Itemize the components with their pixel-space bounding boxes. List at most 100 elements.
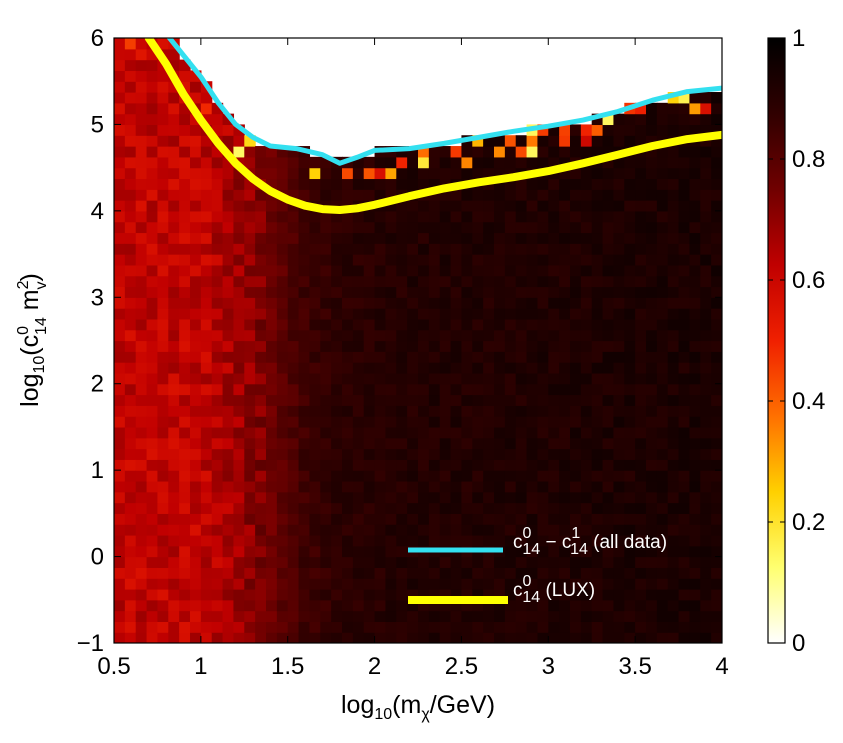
heatmap-cell [515,599,528,612]
heatmap-cell [276,200,289,212]
heatmap-cell [624,545,636,558]
heatmap-cell [624,578,636,590]
heatmap-cell [309,210,321,223]
heatmap-cell [656,599,669,612]
heatmap-cell [276,167,289,180]
heatmap-cell [526,254,539,266]
heatmap-cell [624,470,636,482]
heatmap-cell [494,372,506,385]
heatmap-cell [124,534,137,547]
heatmap-cell [287,588,300,601]
heatmap-cell [320,610,332,622]
heatmap-cell [114,383,126,396]
heatmap-cell [656,632,669,643]
heatmap-cell [646,178,658,190]
heatmap-cell [667,178,680,190]
heatmap-cell [255,480,267,493]
heatmap-cell [114,70,126,82]
heatmap-cell [548,599,560,612]
heatmap-cell [146,102,159,115]
heatmap-cell [233,372,245,385]
heatmap-cell [342,416,354,428]
heatmap-cell [179,362,191,374]
heatmap-cell [114,48,126,61]
heatmap-cell [200,351,213,363]
heatmap-cell [667,362,680,374]
heatmap-cell [515,567,528,579]
heatmap-cell [287,340,300,352]
heatmap-cell [168,351,180,363]
heatmap-cell [211,556,224,568]
heatmap-cell [114,210,126,223]
heatmap-cell [602,437,615,450]
heatmap-cell [700,394,712,406]
heatmap-cell [200,113,213,126]
heatmap-cell [700,286,712,298]
heatmap-cell [624,318,636,331]
heatmap-cell [124,372,137,385]
heatmap-cell [418,491,430,504]
heatmap-cell [342,221,354,234]
heatmap-cell [124,38,137,50]
heatmap-cell [266,491,278,504]
heatmap-cell [689,308,701,320]
heatmap-cell [667,426,680,439]
heatmap-cell [331,264,343,277]
heatmap-cell [700,189,712,201]
heatmap-cell [602,167,615,180]
heatmap-cell [504,405,517,417]
heatmap-cell [179,70,191,82]
heatmap-cell [461,329,473,342]
heatmap-cell [559,416,571,428]
heatmap-cell [396,167,408,180]
heatmap-cell [255,405,267,417]
heatmap-cell [504,416,517,428]
plot-frame [113,37,723,644]
heatmap-cell [711,426,722,439]
heatmap-cell [114,135,126,147]
heatmap-cell [646,372,658,385]
heatmap-cell [222,286,235,298]
heatmap-cell [678,200,691,212]
heatmap-cell [450,437,463,450]
heatmap-cell [559,480,571,493]
heatmap-cell [233,297,245,309]
heatmap-cell [320,156,332,169]
heatmap-cell [428,286,441,298]
heatmap-cell [515,524,528,536]
heatmap-cell [179,372,191,385]
heatmap-cell [689,502,701,514]
heatmap-cell [526,308,539,320]
heatmap-cell [504,459,517,471]
heatmap-cell [374,232,387,244]
heatmap-cell [157,588,169,601]
heatmap-cell [309,545,321,558]
heatmap-cell [494,502,506,514]
heatmap-cell [602,243,615,255]
heatmap-cell [396,286,408,298]
heatmap-cell [570,167,582,180]
heatmap-cell [331,318,343,331]
heatmap-cell [418,610,430,622]
heatmap-cell [385,394,397,406]
heatmap-cell [179,264,191,277]
heatmap-cell [298,448,311,460]
heatmap-cell [276,416,289,428]
heatmap-cell [342,502,354,514]
heatmap-cell [450,599,463,612]
heatmap-cell [439,243,452,255]
heatmap-cell [124,308,137,320]
heatmap-cell [602,567,615,579]
heatmap-cell [179,243,191,255]
heatmap-cell [483,534,495,547]
heatmap-cell [559,459,571,471]
heatmap-cell [602,513,615,525]
heatmap-cell [678,286,691,298]
heatmap-cell [135,70,148,82]
heatmap-cell [646,318,658,331]
heatmap-cell [570,340,582,352]
heatmap-cell [320,264,332,277]
heatmap-cell [135,340,148,352]
heatmap-cell [135,200,148,212]
heatmap-cell [700,156,712,169]
